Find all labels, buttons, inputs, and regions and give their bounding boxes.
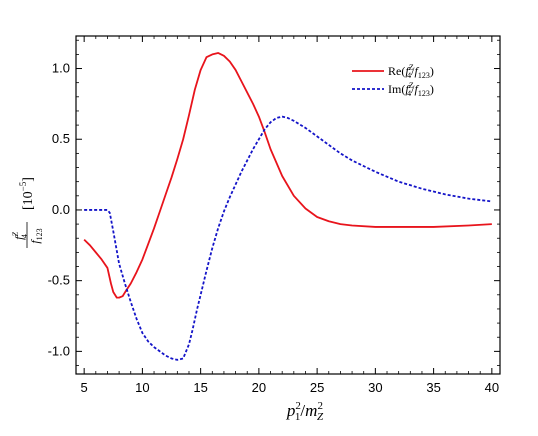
y-tick-label: 0.0 (52, 202, 70, 217)
x-tick-label: 40 (485, 380, 499, 395)
x-tick-label: 35 (426, 380, 440, 395)
legend-label-im: Im(fZ 4/f123) (388, 81, 434, 98)
x-tick-label: 10 (135, 380, 149, 395)
plot-frame (75, 35, 501, 375)
legend: Re(fZ 4/f123) Im(fZ 4/f123) (352, 63, 434, 98)
y-tick-label: -1.0 (48, 343, 70, 358)
x-tick-label: 30 (368, 380, 382, 395)
x-tick-label: 20 (252, 380, 266, 395)
x-tick-label: 25 (310, 380, 324, 395)
series-lines (83, 52, 492, 361)
x-tick-label: 5 (81, 380, 88, 395)
legend-label-re: Re(fZ 4/f123) (388, 63, 434, 80)
svg-text:f123: f123 (28, 228, 44, 243)
x-axis-label: p2 1/m2 Z (286, 400, 324, 423)
y-tick-label: -0.5 (48, 273, 70, 288)
axis-ticks (76, 36, 500, 374)
y-tick-label: 1.0 (52, 61, 70, 76)
y-tick-label: 0.5 (52, 131, 70, 146)
series-line-re (83, 52, 492, 299)
series-line-im (84, 115, 492, 361)
svg-text:[10−5]: [10−5] (18, 177, 36, 210)
y-axis-label: fZ4 f123 [10−5] (11, 177, 44, 248)
x-tick-label: 15 (193, 380, 207, 395)
tick-labels: 5 10 15 20 25 30 35 40 -1.0 -0.5 0.0 0.5 1.0 (48, 61, 499, 395)
svg-text:fZ4: fZ4 (11, 232, 29, 240)
